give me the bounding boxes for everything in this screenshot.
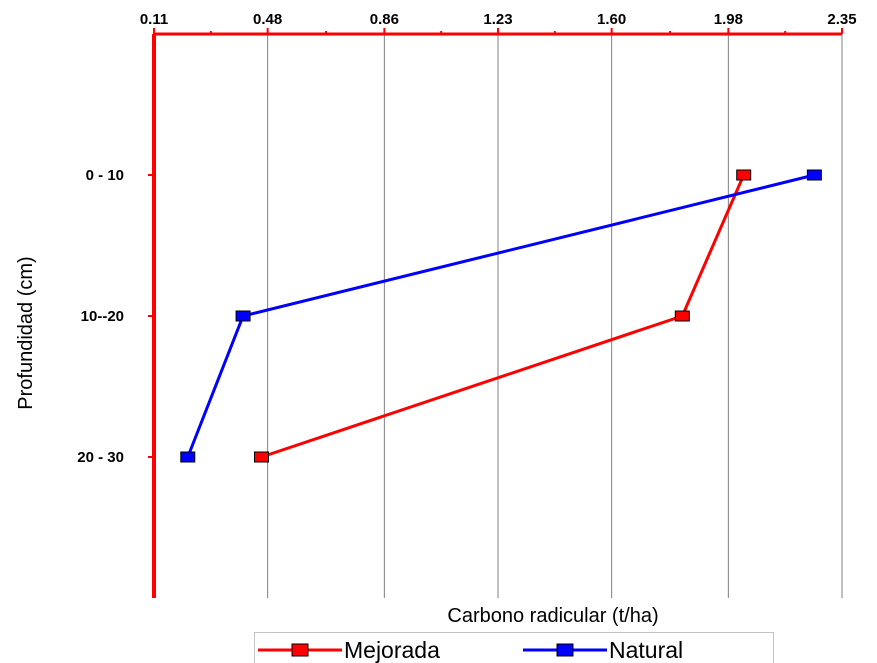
- data-point: [806, 169, 822, 181]
- data-point: [254, 451, 269, 463]
- legend-frame: [254, 632, 774, 663]
- data-point: [235, 310, 251, 322]
- x-tick-label: 1.23: [483, 11, 512, 28]
- y-tick-label: 10--20: [81, 308, 124, 325]
- series-line: [261, 174, 746, 459]
- x-tick-label: 1.60: [597, 11, 626, 28]
- y-tick-label: 0 - 10: [86, 167, 124, 184]
- series-line: [186, 173, 815, 458]
- legend-item-mejorada: Mejorada: [258, 637, 440, 663]
- legend: Mejorada Natural: [254, 632, 774, 663]
- data-point: [674, 310, 690, 322]
- x-axis-ticks: 0.11 0.48 0.86 1.23 1.60 1.98 2.35: [140, 11, 857, 34]
- series-mejorada: [254, 169, 752, 463]
- x-tick-label: 0.48: [253, 11, 282, 28]
- data-point: [736, 169, 752, 181]
- legend-label: Natural: [609, 637, 683, 663]
- x-axis-title: Carbono radicular (t/ha): [447, 605, 658, 627]
- legend-swatch-marker: [291, 643, 309, 657]
- legend-item-natural: Natural: [523, 637, 683, 663]
- x-tick-label: 1.98: [714, 11, 743, 28]
- series-natural: [180, 169, 822, 463]
- y-tick-label: 20 - 30: [77, 449, 124, 466]
- series: [180, 169, 822, 463]
- y-axis-ticks: 0 - 10 10--20 20 - 30: [77, 167, 154, 466]
- x-tick-label: 2.35: [827, 11, 856, 28]
- legend-swatch-marker: [556, 643, 574, 657]
- data-point: [180, 451, 196, 463]
- y-axis-title: Profundidad (cm): [15, 256, 37, 409]
- x-tick-label: 0.86: [370, 11, 399, 28]
- grid-lines: [267, 34, 843, 598]
- x-tick-label: 0.11: [140, 11, 168, 28]
- legend-label: Mejorada: [344, 637, 440, 663]
